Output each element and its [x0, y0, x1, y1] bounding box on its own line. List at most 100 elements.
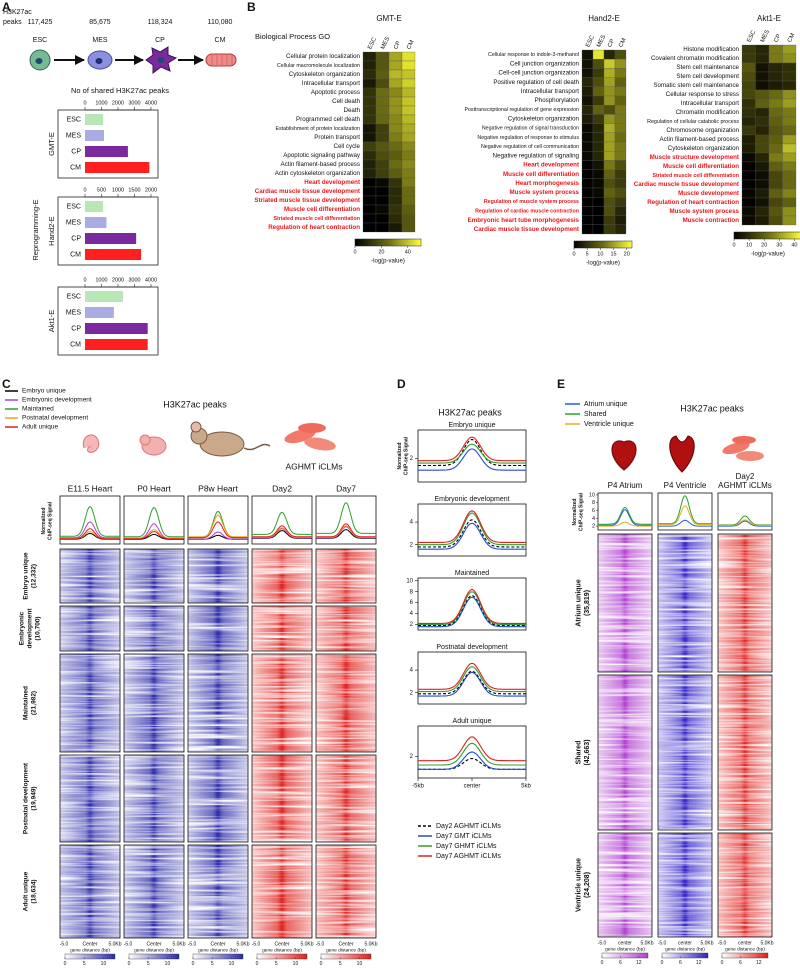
- heat-cell: [592, 77, 605, 87]
- heat-cell: [782, 152, 797, 163]
- colorbar: [256, 953, 308, 960]
- x-tick-label: 3000: [128, 277, 140, 283]
- heat-cell: [755, 197, 770, 208]
- go-term: Apoptotic process: [311, 89, 360, 96]
- profile-frame: [417, 651, 527, 705]
- row-label: Embryonic: [19, 611, 26, 645]
- profile-frame: [251, 495, 313, 545]
- heatmap-frame: [123, 844, 185, 939]
- heat-cell: [388, 69, 403, 80]
- heat-cell: [614, 141, 627, 152]
- heat-cell: [768, 116, 783, 127]
- heat-cell: [603, 197, 616, 207]
- heatmap-texture: [252, 654, 312, 752]
- heat-cell: [375, 51, 390, 62]
- heat-cell: [614, 169, 627, 179]
- heat-cell: [614, 86, 627, 97]
- heat-cell: [401, 123, 416, 134]
- heat-cell: [741, 71, 756, 82]
- row-label: (10,700): [35, 616, 42, 640]
- category-label: CP: [71, 325, 81, 332]
- profile-curve: [418, 448, 526, 471]
- heatmap-texture: [658, 833, 712, 937]
- highlight-term: Muscle system process: [510, 189, 580, 196]
- x-tick-label: -5.0: [316, 941, 325, 947]
- heat-cell: [592, 114, 605, 124]
- x-axis-title: gene distance (bp): [70, 947, 110, 953]
- profile-curve: [418, 522, 526, 550]
- column-label: CM: [618, 38, 627, 49]
- heat-cell: [388, 78, 403, 89]
- colorbar: [661, 952, 709, 959]
- y-tick-label: 2: [410, 622, 414, 628]
- heat-cell: [362, 222, 377, 233]
- column-label: Day2: [736, 472, 755, 481]
- heat-cell: [388, 60, 403, 71]
- legend-label: Adult unique: [22, 424, 59, 431]
- highlight-term: Regulation of heart contraction: [268, 224, 360, 231]
- heat-cell: [768, 170, 783, 181]
- heat-cell: [401, 69, 416, 80]
- profile-frame: [417, 429, 527, 483]
- x-tick-label: Center: [146, 941, 161, 947]
- go-term: Covalent chromatin modification: [651, 55, 740, 62]
- y-axis-label: Normalized: [572, 499, 578, 526]
- column-label: CP: [393, 40, 402, 50]
- y-tick-label: 4: [410, 668, 414, 674]
- heat-cell: [401, 177, 416, 188]
- profile-curve: [60, 506, 120, 537]
- column-label: Day2: [272, 483, 292, 493]
- heat-cell: [592, 141, 605, 152]
- heatmap-texture: [718, 675, 772, 830]
- heat-cell: [388, 195, 403, 206]
- x-tick-label: 0: [83, 277, 86, 283]
- highlight-term: Muscle contraction: [683, 217, 740, 224]
- heat-cell: [782, 215, 797, 226]
- heatmap-texture: [598, 675, 652, 830]
- x-tick-label: 4000: [145, 277, 157, 283]
- heat-cell: [603, 86, 616, 97]
- heat-cell: [755, 53, 770, 64]
- heatmap-texture: [60, 606, 120, 651]
- heat-cell: [741, 152, 756, 163]
- x-tick-label: 1000: [95, 277, 107, 283]
- heat-cell: [362, 96, 377, 107]
- category-label: ESC: [67, 203, 81, 210]
- legend-label: Shared: [584, 411, 607, 418]
- heat-cell: [768, 80, 783, 91]
- colorbar: [320, 953, 372, 960]
- column-label: MES: [760, 29, 771, 43]
- heat-cell: [614, 68, 627, 78]
- colorbar-tick-label: 10: [746, 242, 752, 248]
- bar: [85, 201, 104, 212]
- heat-cell: [755, 215, 770, 226]
- colorbar-tick-label: 12: [696, 960, 702, 966]
- x-tick-label: -5.0: [658, 940, 667, 946]
- bar: [85, 114, 104, 125]
- heat-cell: [782, 143, 797, 154]
- profile-curve: [418, 662, 526, 690]
- heatmap-texture: [658, 534, 712, 672]
- heatmap-frame: [657, 832, 713, 938]
- colorbar: [733, 231, 800, 240]
- profile-curve: [658, 505, 712, 525]
- row-label: Adult unique: [23, 871, 30, 911]
- heat-cell: [581, 141, 594, 152]
- profile-curve: [718, 519, 772, 526]
- column-label: ESC: [585, 34, 596, 48]
- highlight-term: Muscle cell differentiation: [663, 163, 739, 170]
- stage-name: ESC: [33, 37, 47, 44]
- heat-cell: [401, 141, 416, 152]
- heat-cell: [603, 215, 616, 225]
- heat-cell: [782, 80, 797, 91]
- heat-cell: [603, 206, 616, 216]
- profile-curve: [418, 510, 526, 543]
- heatmap-texture: [598, 534, 652, 672]
- heat-cell: [755, 188, 770, 199]
- heatmap-frame: [187, 754, 249, 843]
- heat-cell: [581, 187, 594, 198]
- heatmap-frame: [123, 548, 185, 604]
- heatmap-texture: [718, 534, 772, 672]
- colorbar-tick-label: 12: [756, 960, 762, 966]
- heat-cell: [388, 87, 403, 98]
